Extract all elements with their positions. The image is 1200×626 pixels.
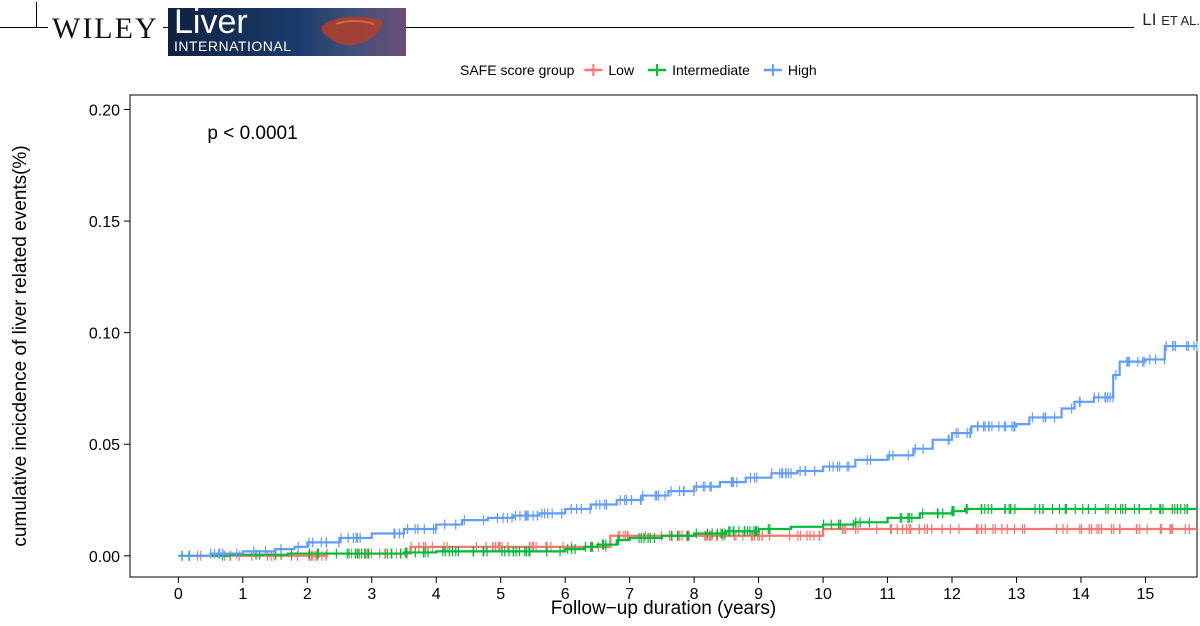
legend: SAFE score group Low Intermediate High (460, 62, 817, 78)
legend-key-high (763, 64, 782, 76)
y-axis: 0.00 0.05 0.10 0.15 0.20 (89, 103, 130, 566)
x-tick-label: 3 (367, 586, 376, 603)
x-tick-label: 13 (1008, 586, 1026, 603)
high-curve (178, 344, 1197, 557)
x-tick-label: 9 (754, 586, 763, 603)
legend-label-low: Low (608, 62, 635, 78)
journal-logo: Liver INTERNATIONAL (168, 8, 406, 56)
x-tick-label: 4 (432, 586, 441, 603)
y-tick-label: 0.10 (89, 326, 120, 343)
x-tick-label: 8 (690, 586, 699, 603)
liver-organ-icon (321, 16, 383, 46)
curves (178, 341, 1198, 561)
y-tick-label: 0.00 (89, 549, 120, 566)
x-tick-label: 6 (561, 586, 570, 603)
high-censor-marks (210, 341, 1198, 559)
header-tick (36, 2, 37, 28)
y-tick-label: 0.20 (89, 103, 120, 120)
journal-logo-sub: INTERNATIONAL (174, 38, 292, 54)
x-tick-label: 1 (238, 586, 247, 603)
legend-label-high: High (788, 62, 817, 78)
author-name: LI (1142, 10, 1157, 29)
p-value-annotation: p < 0.0001 (207, 123, 297, 144)
y-axis-title: cumulative incicdence of liver related e… (10, 145, 31, 546)
running-head-author: LI ET AL. (1134, 10, 1200, 31)
x-tick-label: 12 (943, 586, 961, 603)
x-tick-label: 5 (496, 586, 505, 603)
x-tick-label: 2 (303, 586, 312, 603)
author-suffix: ET AL. (1161, 13, 1200, 28)
legend-title: SAFE score group (460, 62, 575, 78)
x-tick-label: 11 (879, 586, 896, 603)
x-tick-label: 14 (1072, 586, 1090, 603)
header-rule (0, 27, 1200, 28)
x-tick-label: 15 (1137, 586, 1155, 603)
publisher-logo: WILEY (48, 12, 163, 46)
x-axis: 0 1 2 3 4 5 6 7 8 9 10 11 12 13 14 15 (174, 577, 1155, 603)
intermediate-censor-marks (181, 503, 1188, 561)
x-tick-label: 10 (814, 586, 832, 603)
legend-key-low (584, 64, 603, 76)
plot-frame (129, 94, 1198, 578)
legend-label-intermediate: Intermediate (672, 62, 750, 78)
low-censor-marks (181, 524, 1190, 561)
y-tick-label: 0.05 (89, 437, 120, 454)
x-axis-title: Follow−up duration (years) (551, 598, 776, 619)
x-tick-label: 7 (625, 586, 634, 603)
journal-logo-word: Liver (174, 8, 248, 41)
page-header: WILEY Liver INTERNATIONAL LI ET AL. (0, 0, 1200, 58)
x-tick-label: 0 (174, 586, 183, 603)
legend-key-intermediate (648, 64, 667, 76)
y-tick-label: 0.15 (89, 214, 120, 231)
